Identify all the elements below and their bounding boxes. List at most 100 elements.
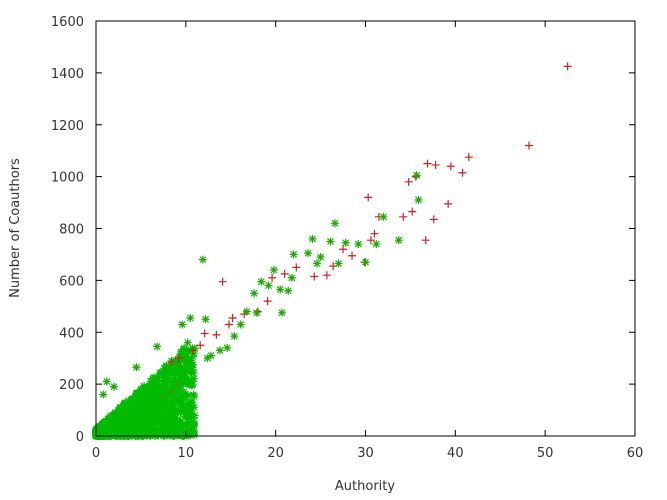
data-point-plus — [189, 346, 198, 355]
cluster-point — [171, 369, 180, 378]
cluster-point — [129, 425, 138, 434]
cluster-point — [119, 400, 128, 409]
data-point-overlap — [224, 344, 231, 351]
cluster-point — [114, 412, 123, 421]
data-point-overlap — [290, 251, 297, 258]
cluster-point — [124, 421, 133, 430]
cluster-point — [156, 410, 165, 419]
data-point-overlap — [174, 381, 181, 388]
cluster-point — [149, 403, 158, 412]
cluster-point — [161, 410, 170, 419]
data-point-overlap — [362, 259, 369, 266]
cluster-point — [165, 411, 174, 420]
cluster-point — [189, 349, 198, 358]
cluster-point — [141, 421, 150, 430]
cluster-point — [149, 430, 158, 439]
cluster-point — [173, 415, 182, 424]
cluster-point — [155, 389, 164, 398]
y-tick-label: 0 — [76, 430, 84, 445]
x-tick-label: 20 — [267, 446, 284, 461]
data-point-overlap — [285, 287, 292, 294]
cluster-point — [166, 401, 175, 410]
data-point-overlap — [373, 241, 380, 248]
data-point-overlap — [278, 309, 285, 316]
cluster-point — [149, 390, 158, 399]
cluster-point — [182, 378, 191, 387]
cluster-point — [182, 423, 191, 432]
data-point-overlap — [331, 220, 338, 227]
cluster-point — [148, 378, 157, 387]
cluster-point — [170, 410, 179, 419]
cluster-point — [165, 370, 174, 379]
data-point-plus — [366, 236, 375, 245]
cluster-point — [142, 393, 151, 402]
data-point-plus — [196, 341, 205, 350]
dense-cluster — [92, 344, 199, 440]
cluster-point — [131, 409, 140, 418]
cluster-point — [157, 369, 166, 378]
cluster-point — [190, 374, 199, 383]
cluster-point — [169, 377, 178, 386]
cluster-point — [169, 423, 178, 432]
data-point-overlap — [100, 391, 107, 398]
data-point-plus — [268, 273, 277, 282]
data-point-plus — [167, 358, 176, 367]
cluster-point — [174, 407, 183, 416]
data-point-overlap — [395, 237, 402, 244]
cluster-point — [135, 424, 144, 433]
data-point-overlap — [413, 172, 420, 179]
data-point-overlap — [305, 250, 312, 257]
cluster-point — [119, 416, 128, 425]
cluster-point — [170, 425, 179, 434]
data-point-overlap — [103, 378, 110, 385]
cluster-point — [178, 420, 187, 429]
cluster-point — [157, 421, 166, 430]
data-point-overlap — [160, 394, 167, 401]
cluster-point — [164, 365, 173, 374]
cluster-point — [190, 420, 199, 429]
data-point-overlap — [288, 274, 295, 281]
data-point-plus — [310, 272, 319, 281]
data-point-overlap — [231, 333, 238, 340]
cluster-point — [139, 394, 148, 403]
cluster-point — [152, 425, 161, 434]
data-point-overlap — [265, 282, 272, 289]
cluster-point — [158, 414, 167, 423]
data-point-overlap — [179, 321, 186, 328]
y-tick-label: 1600 — [51, 15, 84, 30]
cluster-point — [170, 413, 179, 422]
data-point-plus — [370, 229, 379, 238]
data-point-plus — [364, 193, 373, 202]
cluster-point — [125, 407, 134, 416]
cluster-point — [158, 403, 167, 412]
cluster-point — [169, 384, 178, 393]
y-axis-title: Number of Coauthors — [8, 158, 23, 298]
data-point-plus — [322, 271, 331, 280]
cluster-point — [162, 397, 171, 406]
data-point-overlap — [309, 235, 316, 242]
cluster-point — [140, 425, 149, 434]
cluster-point — [181, 392, 190, 401]
cluster-point — [112, 421, 121, 430]
y-tick-label: 400 — [59, 326, 84, 341]
cluster-point — [130, 400, 139, 409]
data-point-plus — [421, 236, 430, 245]
y-tick-label: 1200 — [51, 119, 84, 134]
cluster-point — [135, 397, 144, 406]
cluster-point — [180, 349, 189, 358]
cluster-point — [188, 352, 197, 361]
cluster-point — [121, 425, 130, 434]
data-point-overlap — [415, 196, 422, 203]
data-point-overlap — [277, 286, 284, 293]
cluster-point — [161, 387, 170, 396]
data-point-plus — [464, 153, 473, 162]
cluster-point — [179, 373, 188, 382]
cluster-point — [176, 379, 185, 388]
cluster-point — [185, 398, 194, 407]
data-point-overlap — [251, 290, 258, 297]
x-tick-label: 30 — [357, 446, 374, 461]
cluster-point — [119, 412, 128, 421]
cluster-point — [151, 418, 160, 427]
cluster-point — [162, 377, 171, 386]
